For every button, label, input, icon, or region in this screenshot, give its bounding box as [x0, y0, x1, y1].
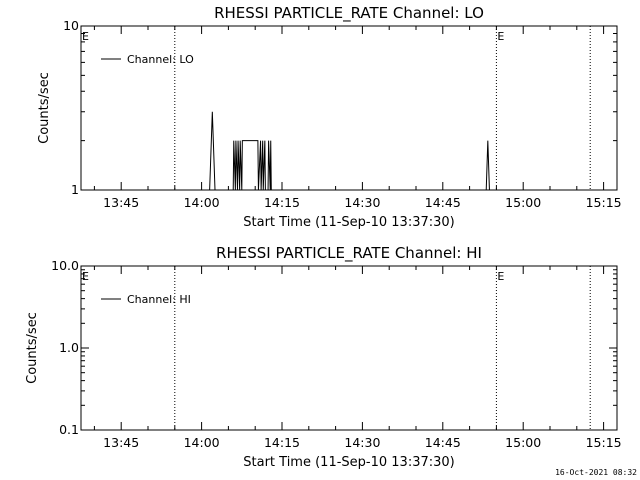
legend-label: Channel: LO [127, 53, 194, 66]
x-tick-label: 14:15 [264, 435, 300, 450]
x-tick-label: 13:45 [103, 195, 139, 210]
data-series-line [81, 111, 617, 191]
y-tick-label: 0.1 [59, 422, 79, 437]
x-tick-label: 14:30 [344, 435, 380, 450]
x-tick-label: 14:45 [425, 435, 461, 450]
event-marker-label: E [82, 270, 89, 283]
chart-title: RHESSI PARTICLE_RATE Channel: LO [214, 4, 484, 23]
x-tick-label: 13:45 [103, 435, 139, 450]
y-tick-label: 10 [63, 18, 79, 33]
legend-label: Channel: HI [127, 293, 191, 306]
x-tick-label: 14:45 [425, 195, 461, 210]
x-tick-label: 15:15 [586, 435, 622, 450]
footer-timestamp: 16-Oct-2021 08:32 [555, 468, 637, 477]
y-tick-label: 10.0 [51, 258, 79, 273]
x-tick-label: 14:30 [344, 195, 380, 210]
y-tick-label: 1 [71, 182, 79, 197]
x-tick-label: 15:00 [505, 435, 541, 450]
y-tick-label: 1.0 [59, 340, 79, 355]
chart-title: RHESSI PARTICLE_RATE Channel: HI [216, 244, 482, 263]
x-tick-label: 14:15 [264, 195, 300, 210]
x-tick-label: 14:00 [184, 435, 220, 450]
event-marker-label: E [497, 30, 504, 43]
x-axis-label: Start Time (11-Sep-10 13:37:30) [243, 455, 454, 470]
y-axis-label: Counts/sec [25, 312, 40, 384]
x-tick-label: 15:15 [586, 195, 622, 210]
x-tick-label: 14:00 [184, 195, 220, 210]
event-marker-label: E [82, 30, 89, 43]
x-tick-label: 15:00 [505, 195, 541, 210]
x-axis-label: Start Time (11-Sep-10 13:37:30) [243, 215, 454, 230]
y-axis-label: Counts/sec [37, 72, 52, 144]
event-marker-label: E [497, 270, 504, 283]
